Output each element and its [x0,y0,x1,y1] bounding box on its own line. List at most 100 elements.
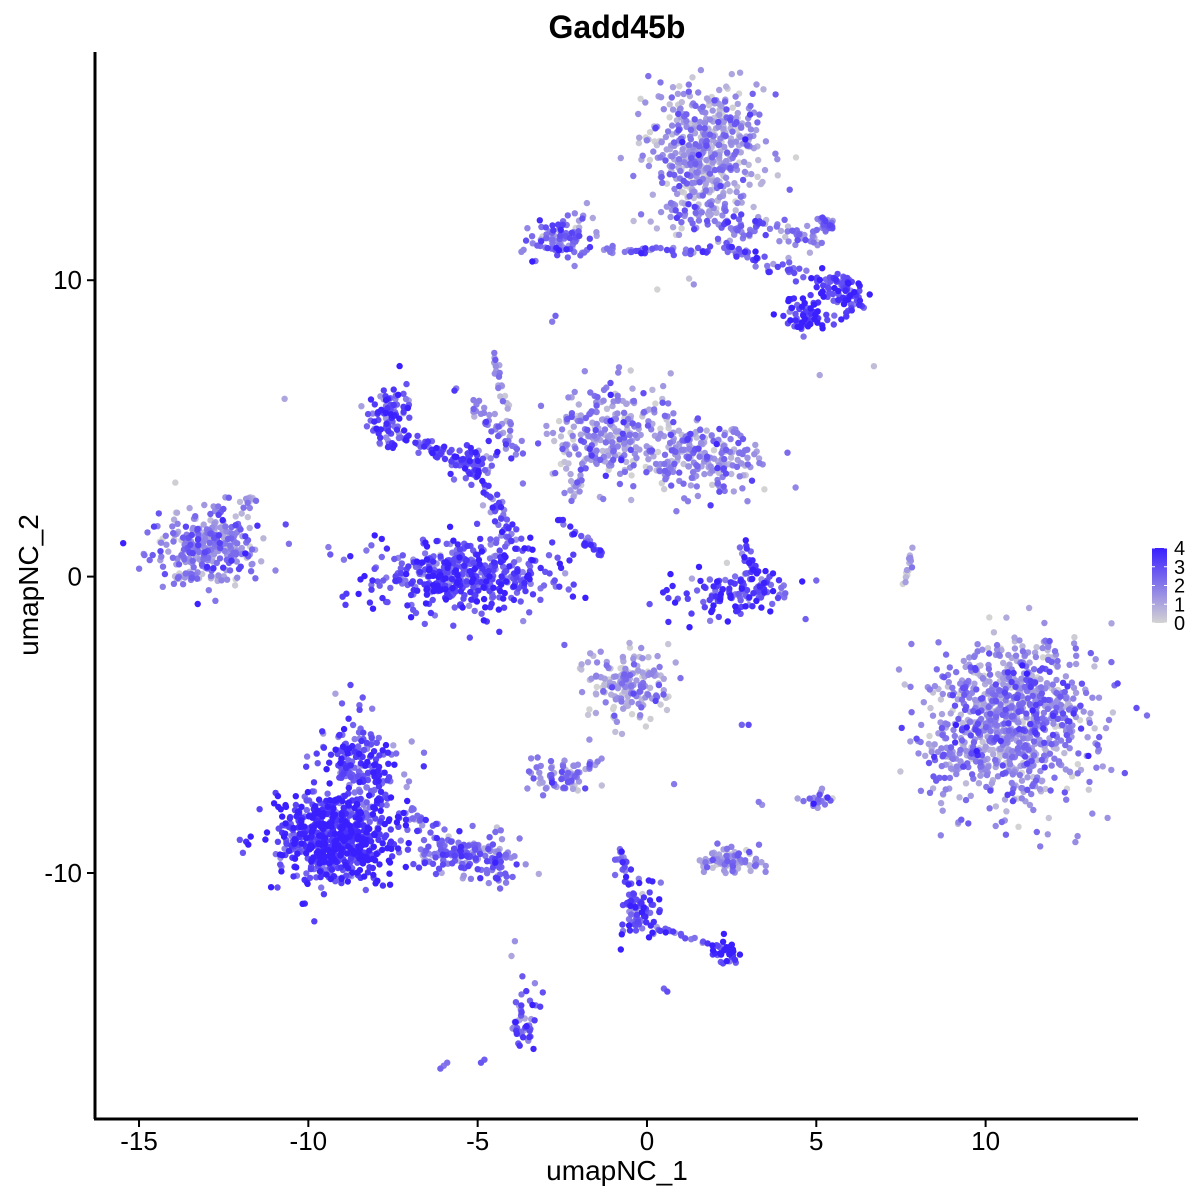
data-point [252,575,259,582]
data-point [709,467,716,474]
data-point [979,695,986,702]
data-point [390,386,397,393]
data-point [207,510,214,518]
data-point [691,226,698,233]
data-point [466,470,473,477]
data-point [646,156,654,164]
data-point [661,451,669,458]
data-point [687,482,695,489]
data-point [794,795,801,802]
data-point [405,778,413,785]
data-point [1000,659,1007,667]
data-point [433,834,440,842]
data-point [1064,683,1071,690]
data-point [135,565,143,572]
data-point [702,187,710,194]
data-point [1045,643,1052,651]
data-point [369,705,376,712]
data-point [685,454,693,461]
data-point [303,763,310,770]
data-point [1023,710,1030,717]
data-point [429,860,437,867]
data-point [149,551,156,559]
data-point [667,213,674,221]
data-point [491,518,499,525]
data-point [483,870,491,877]
data-point [589,214,596,222]
data-point [508,537,515,544]
data-point [902,578,909,586]
data-point [406,414,413,421]
data-point [636,446,643,453]
data-point [403,380,410,388]
data-point [944,721,951,728]
data-point [806,249,814,256]
data-point [611,712,618,719]
data-point [1021,753,1029,760]
data-point [640,408,648,416]
data-point [450,622,457,629]
data-point [696,453,703,460]
data-point [607,379,614,387]
data-point [477,850,484,858]
data-point [584,426,591,434]
data-point [1108,620,1115,627]
data-point [565,394,572,401]
data-point [391,441,398,449]
data-point [727,579,734,586]
data-point [721,431,728,439]
data-point [475,587,482,594]
data-point [703,864,711,871]
data-point [363,547,370,554]
data-point [762,138,770,145]
data-point [656,467,663,475]
data-point [487,455,494,462]
data-point [1029,782,1036,790]
data-point [511,853,518,860]
data-point [926,789,934,796]
data-point [729,104,736,111]
data-point [676,182,683,190]
data-point [603,662,610,669]
data-point [748,477,756,484]
data-point [326,759,333,766]
data-point [497,827,504,834]
data-point [703,217,711,225]
data-point [695,151,702,159]
data-point [1023,760,1031,767]
data-point [826,222,834,229]
data-point [706,617,714,624]
data-point [830,297,837,304]
data-point [1016,725,1023,733]
data-point [764,262,771,270]
data-point [590,546,597,553]
data-point [343,590,350,597]
data-point [509,442,516,449]
data-point [1006,661,1013,668]
data-point [813,226,820,234]
data-point [559,445,566,453]
data-point [702,859,709,866]
data-point [194,600,201,608]
data-point [1074,832,1081,840]
data-point [1099,763,1107,770]
data-point [607,417,614,425]
data-point [260,535,267,542]
data-point [646,889,653,896]
data-point [742,136,749,143]
data-point [345,715,352,722]
data-point [612,728,619,736]
data-point [477,1059,485,1066]
data-point [807,291,814,299]
data-point [660,691,667,698]
data-point [463,852,470,859]
data-point [733,463,741,470]
data-point [908,564,916,571]
data-point [909,544,916,551]
data-point [816,791,823,798]
data-point [726,585,733,592]
data-point [614,410,621,417]
data-point [1032,777,1040,784]
data-point [491,349,498,357]
data-point [603,245,611,252]
